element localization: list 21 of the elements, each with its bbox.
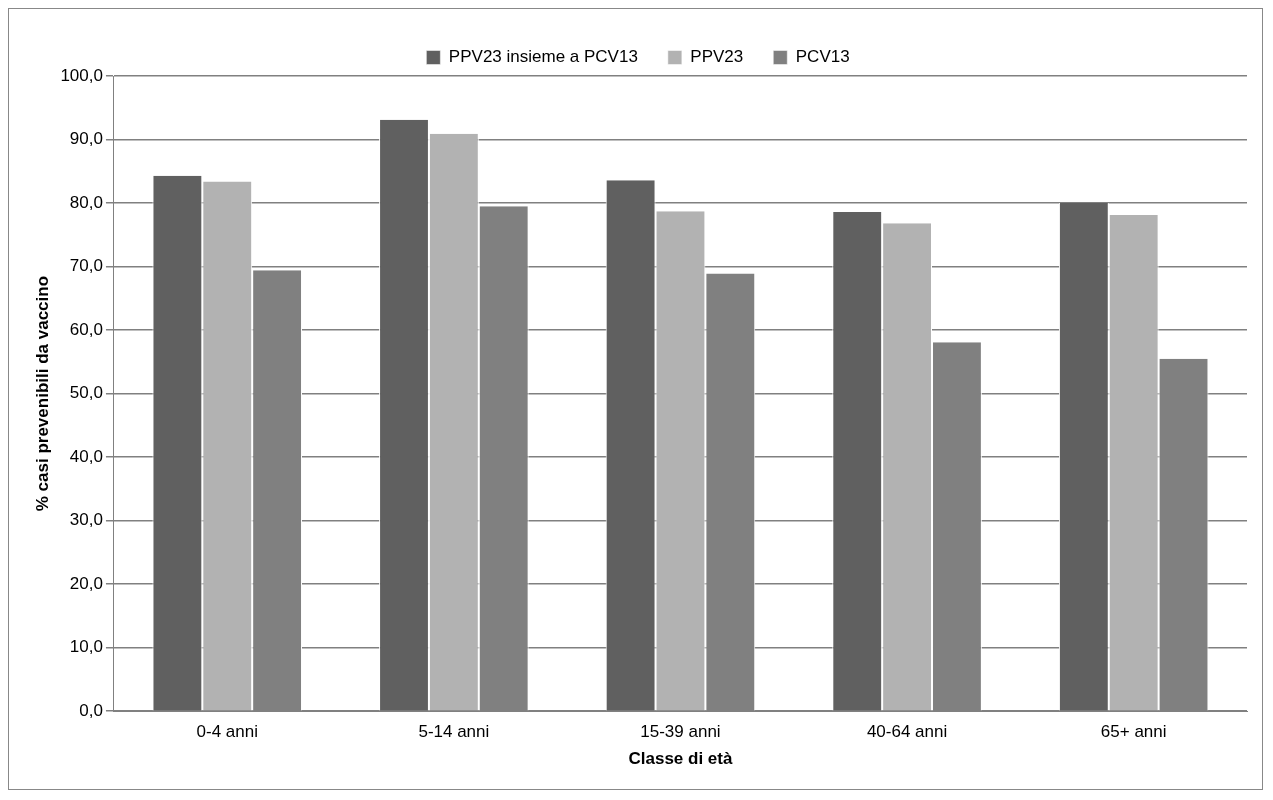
x-tick-label: 65+ anni: [1100, 722, 1167, 742]
y-tick-label: 20,0: [69, 573, 103, 593]
y-tick-label: 50,0: [69, 383, 103, 403]
x-tick-label: 5-14 anni: [418, 722, 490, 742]
y-tick-label: 0,0: [79, 700, 103, 720]
x-tick-label: 0-4 anni: [196, 722, 258, 742]
y-tick-label: 90,0: [69, 129, 103, 149]
y-tick-label: 60,0: [69, 319, 103, 339]
y-tick-label: 30,0: [69, 510, 103, 530]
y-tick-label: 10,0: [69, 637, 103, 657]
y-axis-title: % casi prevenibili da vaccino: [32, 275, 52, 512]
y-tick-label: 100,0: [60, 65, 103, 85]
legend-label: PCV13: [795, 47, 850, 67]
y-tick-label: 40,0: [69, 446, 103, 466]
x-tick-label: 40-64 anni: [866, 722, 948, 742]
legend-label: PPV23 insieme a PCV13: [448, 47, 638, 67]
x-tick-label: 15-39 anni: [640, 722, 721, 742]
x-axis-title: Classe di età: [628, 749, 733, 769]
y-tick-label: 70,0: [69, 256, 103, 276]
y-tick-label: 80,0: [69, 192, 103, 212]
legend-label: PPV23: [690, 47, 744, 67]
